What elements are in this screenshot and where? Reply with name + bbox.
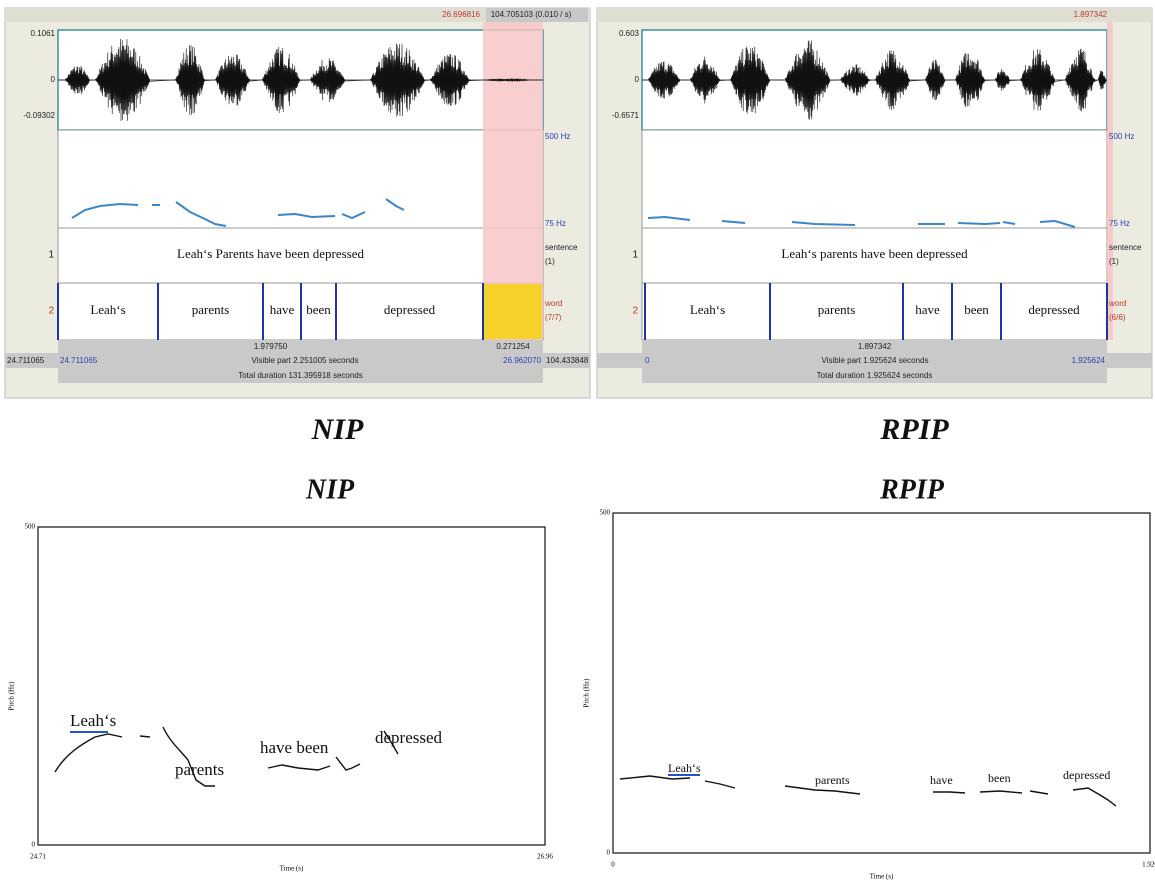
plot-title: RPIP [879, 474, 945, 505]
visible-time: 0 [645, 356, 650, 365]
word: parents [818, 302, 856, 317]
tier-name: word [544, 299, 562, 308]
word: have [270, 302, 295, 317]
wave-label: 0 [51, 75, 56, 84]
sentence: Leah‘s parents have been depressed [781, 246, 968, 261]
word-label: have [930, 773, 953, 787]
wave-label: 0.603 [619, 29, 640, 38]
word: been [964, 302, 989, 317]
pitch-area [642, 130, 1107, 228]
word-label: have been [260, 738, 329, 757]
tier-count: (6/6) [1109, 313, 1126, 322]
total-duration: Total duration 131.395918 seconds [238, 371, 363, 380]
pitch-curve [1030, 791, 1048, 794]
duration-row [58, 340, 543, 353]
visible-time: Visible part 2.251005 seconds [251, 356, 358, 365]
tier-count: (1) [1109, 257, 1119, 266]
word: Leah‘s [690, 302, 725, 317]
pitch-curve [336, 757, 360, 770]
wave-label: -0.6571 [612, 111, 640, 120]
top-time: 104.705103 (0.010 / s) [491, 10, 572, 19]
pitch-curve [140, 736, 150, 737]
word-label: parents [175, 760, 224, 779]
duration: 0.271254 [496, 342, 530, 351]
page: {"panels":[ {"praat":{"top_right":["26.6… [0, 0, 1155, 880]
pitch-label: 75 Hz [545, 219, 566, 228]
word: Leah‘s [90, 302, 125, 317]
tier-count: (7/7) [545, 313, 562, 322]
visible-time: Visible part 1.925624 seconds [821, 356, 928, 365]
pitch-label: 500 Hz [545, 132, 570, 141]
x-tick-label: 24.71 [30, 853, 46, 861]
wave-label: 0 [635, 75, 640, 84]
word-label: parents [815, 773, 850, 787]
y-tick-label: 0 [32, 841, 36, 849]
word-label: depressed [1063, 768, 1110, 782]
x-axis-label: Time (s) [280, 865, 304, 873]
word-label: Leah‘s [668, 761, 701, 775]
tier-number: 1 [632, 250, 638, 261]
caption: RPIP [879, 413, 949, 446]
tier-name: word [1108, 299, 1126, 308]
x-tick-label: 26.96 [537, 853, 553, 861]
visible-time: 24.711065 [60, 356, 98, 365]
sentence: Leah‘s Parents have been depressed [177, 246, 364, 261]
visible-time: 104.433848 [546, 356, 589, 365]
pitch-curve [785, 786, 860, 794]
top-time: 1.897342 [1074, 10, 1108, 19]
pitch-area [58, 130, 543, 228]
tier-number: 1 [48, 250, 54, 261]
figure: 26.696816 104.705103 (0.010 / s) 0.1061 0 -0… [0, 0, 1155, 880]
plot-frame [38, 527, 545, 845]
total-duration: Total duration 1.925624 seconds [817, 371, 933, 380]
pitch-curve [620, 776, 690, 779]
x-tick-label: 1.926 [1142, 861, 1155, 869]
pitch-curve [980, 791, 1022, 793]
pitch-curve [1073, 788, 1116, 806]
y-axis-label: Pitch (Hz) [8, 681, 16, 711]
pitch-curve [55, 734, 122, 772]
x-tick-label: 0 [611, 861, 615, 869]
word-label: been [988, 771, 1011, 785]
caption: NIP [311, 413, 364, 446]
pitch-curve [268, 765, 330, 770]
pitch-contour [958, 223, 1000, 224]
pitch-curve [933, 792, 965, 793]
top-strip [597, 8, 1152, 22]
tier-name: sentence [545, 243, 578, 252]
word: have [915, 302, 940, 317]
wave-label: -0.09302 [23, 111, 55, 120]
duration: 1.897342 [858, 342, 892, 351]
visible-time: 24.711065 [7, 356, 45, 365]
plot-frame [613, 513, 1150, 853]
selected-interval [484, 284, 542, 339]
word-label: depressed [375, 728, 443, 747]
y-tick-label: 500 [25, 523, 36, 531]
wave-label: 0.1061 [31, 29, 56, 38]
pitch-curve [705, 781, 735, 788]
tier-number: 2 [632, 306, 638, 317]
plot-title: NIP [305, 474, 355, 505]
duration: 1.979750 [254, 342, 288, 351]
tier-name: sentence [1109, 243, 1142, 252]
word-label: Leah‘s [70, 711, 116, 730]
word: parents [192, 302, 230, 317]
word: been [306, 302, 331, 317]
tier-number: 2 [48, 306, 54, 317]
pitch-label: 75 Hz [1109, 219, 1130, 228]
visible-time: 26.962070 [503, 356, 541, 365]
visible-time: 1.925624 [1072, 356, 1106, 365]
y-axis-label: Pitch (Hz) [583, 678, 591, 708]
tier-count: (1) [545, 257, 555, 266]
y-tick-label: 500 [600, 509, 611, 517]
word: depressed [1028, 302, 1080, 317]
y-tick-label: 0 [607, 849, 611, 857]
top-time: 26.696816 [442, 10, 480, 19]
pitch-label: 500 Hz [1109, 132, 1134, 141]
x-axis-label: Time (s) [870, 873, 894, 880]
word: depressed [384, 302, 436, 317]
